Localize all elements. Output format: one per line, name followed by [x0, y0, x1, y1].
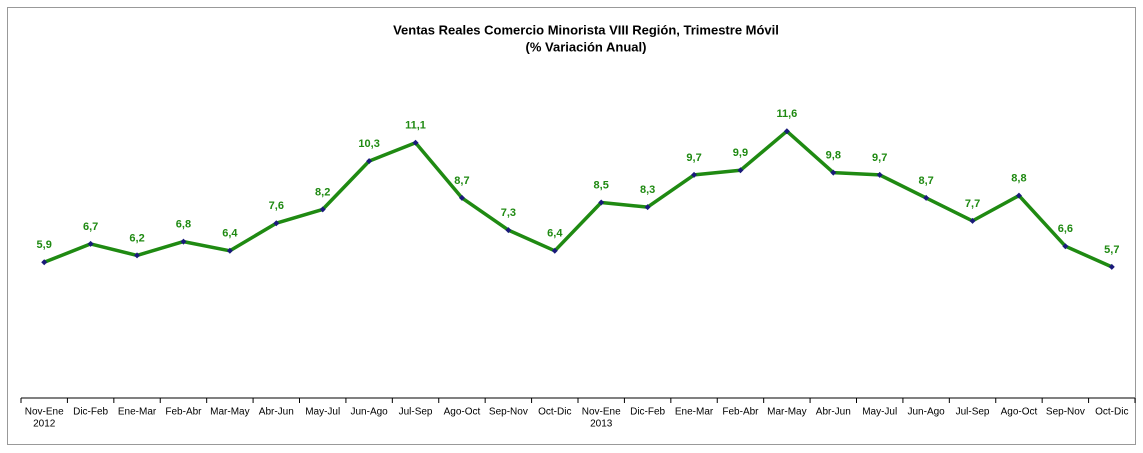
year-label: 2013: [590, 419, 613, 430]
point: [783, 128, 790, 135]
x-tick-label: Feb-Abr: [722, 407, 759, 418]
data-label: 11,6: [776, 108, 797, 120]
data-label: 8,8: [1011, 173, 1026, 185]
data-label: 6,7: [83, 221, 98, 233]
data-label: 9,7: [872, 152, 887, 164]
x-tick-label: Nov-Ene: [582, 407, 621, 418]
point: [1062, 243, 1069, 250]
data-label: 6,4: [222, 228, 238, 240]
point: [551, 247, 558, 254]
x-tick-label: May-Jul: [862, 407, 897, 418]
data-label: 9,8: [826, 150, 841, 162]
point: [691, 171, 698, 178]
x-tick-label: Sep-Nov: [1046, 407, 1085, 418]
data-label: 6,8: [176, 219, 191, 231]
point: [644, 204, 651, 211]
point: [876, 171, 883, 178]
point: [830, 169, 837, 176]
point: [598, 199, 605, 206]
year-label: 2012: [33, 419, 56, 430]
point: [226, 247, 233, 254]
x-tick-label: Oct-Dic: [1095, 407, 1128, 418]
point: [366, 158, 373, 165]
x-tick-label: Abr-Jun: [816, 407, 851, 418]
data-label: 5,7: [1104, 244, 1119, 256]
x-tick-label: Dic-Feb: [73, 407, 108, 418]
x-tick-label: Ene-Mar: [675, 407, 714, 418]
chart-title: Ventas Reales Comercio Minorista VIII Re…: [393, 22, 779, 37]
data-label: 6,4: [547, 228, 563, 240]
point: [134, 252, 141, 259]
x-tick-label: Oct-Dic: [538, 407, 571, 418]
point: [87, 240, 94, 247]
data-label: 6,6: [1058, 223, 1073, 235]
data-label: 8,7: [918, 175, 933, 187]
data-label: 7,3: [501, 207, 516, 219]
x-tick-label: Jul-Sep: [956, 407, 990, 418]
point: [923, 194, 930, 201]
x-tick-label: Feb-Abr: [165, 407, 202, 418]
point: [458, 194, 465, 201]
x-tick-label: Jul-Sep: [399, 407, 433, 418]
x-tick-label: Abr-Jun: [259, 407, 294, 418]
point: [505, 227, 512, 234]
data-label: 11,1: [405, 120, 426, 132]
data-label: 9,7: [686, 152, 701, 164]
data-label: 9,9: [733, 147, 748, 159]
chart-subtitle: (% Variación Anual): [526, 39, 647, 54]
data-label: 5,9: [37, 239, 52, 251]
x-tick-label: Sep-Nov: [489, 407, 528, 418]
data-label: 10,3: [358, 138, 379, 150]
point: [969, 217, 976, 224]
point: [180, 238, 187, 245]
x-tick-label: May-Jul: [305, 407, 340, 418]
series-line: [43, 129, 1113, 269]
data-label: 6,2: [129, 232, 144, 244]
data-label: 8,2: [315, 186, 330, 198]
data-label: 8,7: [454, 175, 469, 187]
x-tick-label: Mar-May: [767, 407, 806, 418]
chart-frame: [7, 7, 1136, 445]
point: [412, 139, 419, 146]
point: [273, 220, 280, 227]
point: [319, 206, 326, 213]
x-tick-label: Ago-Oct: [444, 407, 481, 418]
data-label: 7,7: [965, 198, 980, 210]
point: [737, 167, 744, 174]
point: [1015, 192, 1022, 199]
point: [41, 259, 48, 266]
data-label: 8,3: [640, 184, 655, 196]
data-label: 7,6: [269, 200, 284, 212]
x-tick-label: Jun-Ago: [908, 407, 946, 418]
x-tick-label: Nov-Ene: [25, 407, 64, 418]
x-tick-label: Dic-Feb: [630, 407, 665, 418]
point: [1108, 263, 1115, 270]
x-tick-label: Jun-Ago: [351, 407, 389, 418]
data-label: 8,5: [594, 179, 609, 191]
x-tick-label: Ago-Oct: [1001, 407, 1038, 418]
x-tick-label: Ene-Mar: [118, 407, 157, 418]
x-tick-label: Mar-May: [210, 407, 249, 418]
